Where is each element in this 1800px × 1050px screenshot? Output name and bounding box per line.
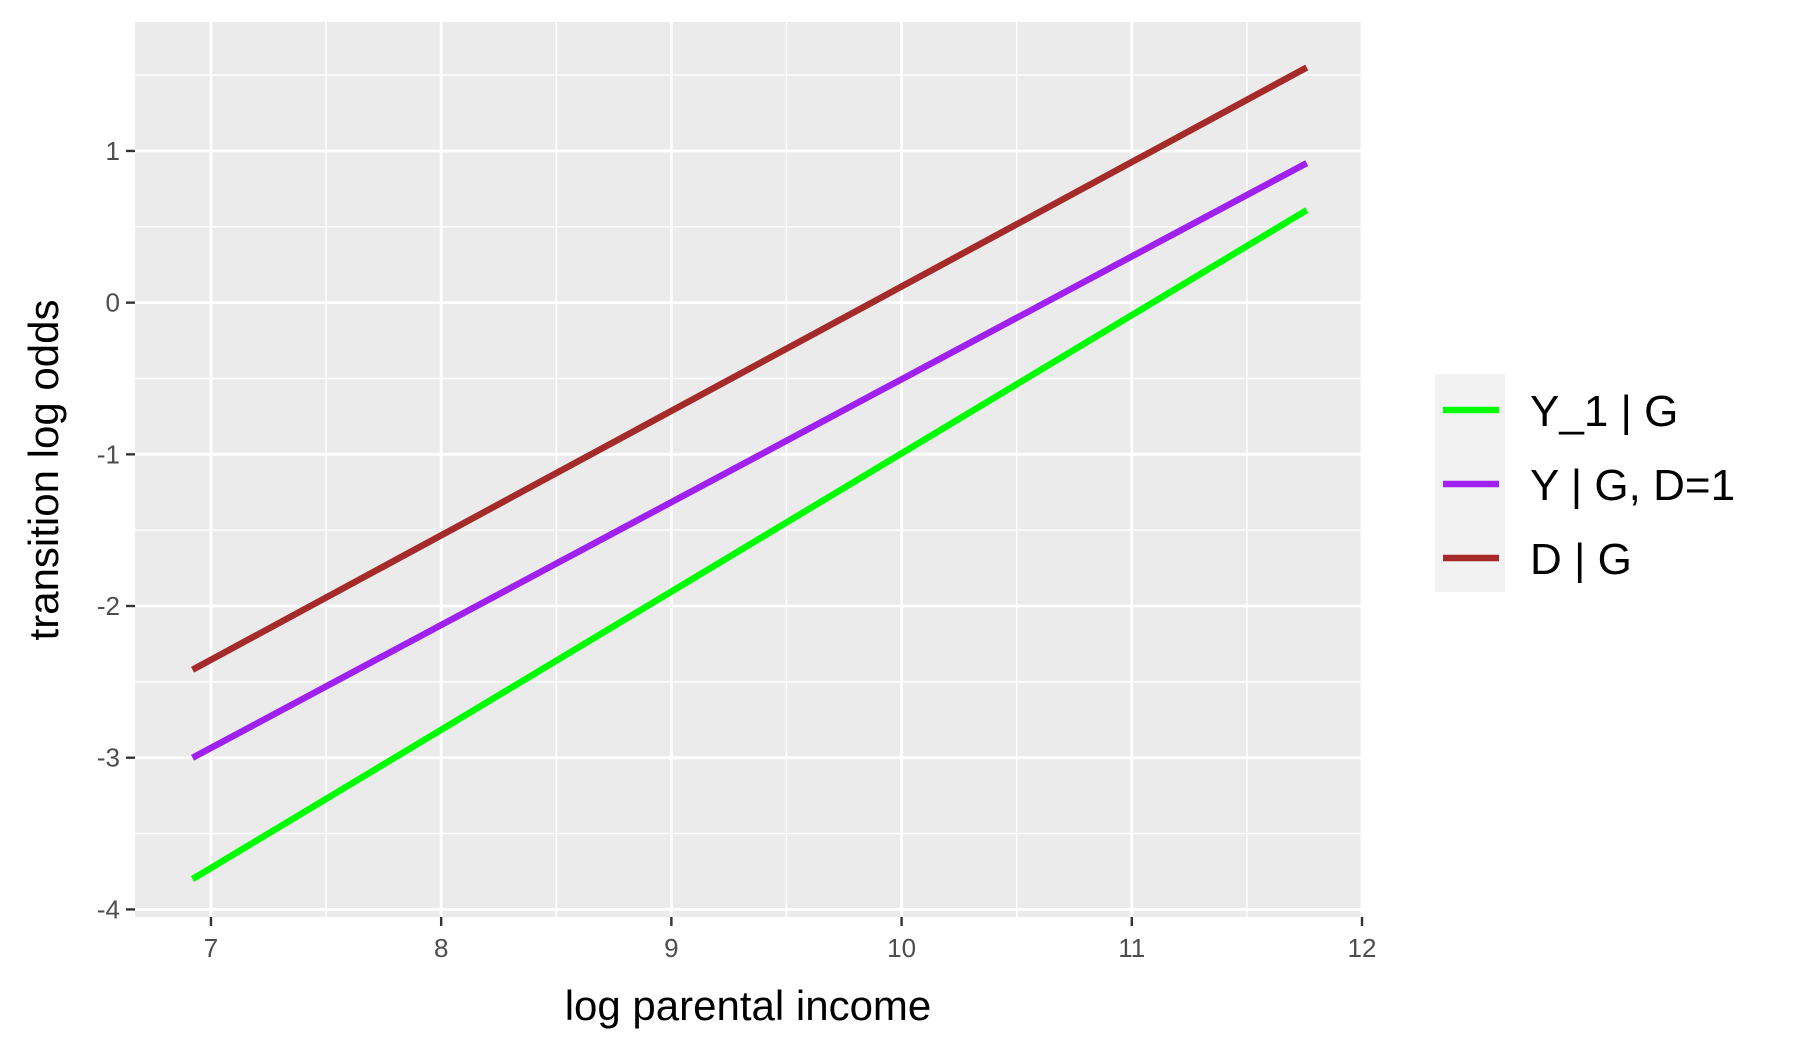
y-tick-label: 0 <box>106 288 120 318</box>
y-tick-label: -1 <box>97 439 120 469</box>
y-tick-label: 1 <box>106 136 120 166</box>
y-tick-label: -2 <box>97 591 120 621</box>
x-tick-label: 10 <box>887 933 916 963</box>
series-line-1 <box>190 207 1309 882</box>
legend: Y_1 | G Y | G, D=1 D | G <box>1435 374 1735 592</box>
x-tick-label: 11 <box>1118 933 1145 963</box>
axis-ticks <box>126 149 1364 926</box>
x-tick-label: 7 <box>204 933 218 963</box>
legend-label-3: D | G <box>1530 535 1632 584</box>
series-lines <box>190 64 1309 882</box>
y-tick-label: -4 <box>97 894 120 924</box>
legend-label-1: Y_1 | G <box>1530 387 1678 436</box>
y-axis-title: transition log odds <box>20 300 67 641</box>
y-tick-label: -3 <box>97 743 120 773</box>
legend-label-2: Y | G, D=1 <box>1530 461 1735 510</box>
x-tick-label: 9 <box>664 933 678 963</box>
x-tick-labels: 7 8 9 10 11 12 <box>204 933 1377 963</box>
series-line-3 <box>191 64 1309 673</box>
plot-panel <box>135 22 1362 917</box>
y-tick-labels: -4 -3 -2 -1 0 1 <box>97 136 120 924</box>
x-axis-title: log parental income <box>565 982 932 1029</box>
series-line-2 <box>191 160 1309 761</box>
x-tick-label: 8 <box>434 933 448 963</box>
x-tick-label: 12 <box>1348 933 1377 963</box>
